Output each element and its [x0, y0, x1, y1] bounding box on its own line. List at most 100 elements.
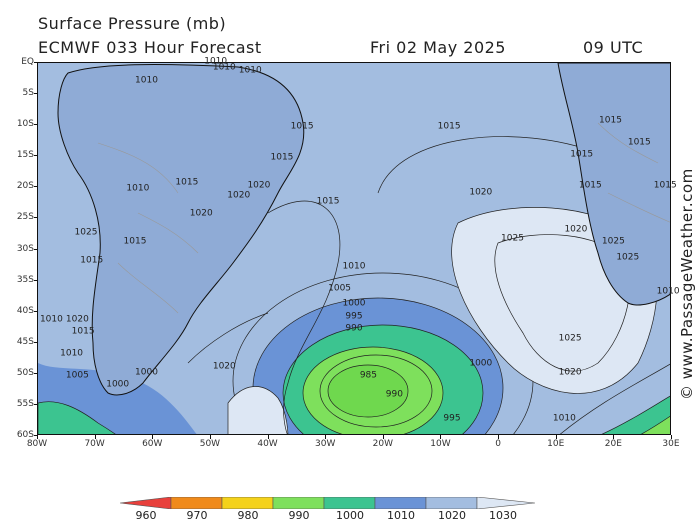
latitude-label: 45S	[16, 336, 34, 347]
isobar-label: 1010	[212, 62, 236, 73]
isobar-label: 990	[385, 389, 403, 400]
latitude-tick	[34, 186, 38, 188]
isobar-label: 1015	[270, 152, 294, 163]
isobar-label: 1005	[328, 283, 352, 294]
colorbar-segment	[221, 497, 274, 509]
colorbar-segment	[272, 497, 325, 509]
longitude-label: 30W	[314, 439, 336, 449]
isobar-label: 1010	[238, 65, 262, 76]
isobar-label: 1015	[290, 121, 314, 132]
isobar-label: 1015	[599, 115, 622, 126]
south-america-landmass	[57, 64, 305, 396]
latitude-label: 25S	[16, 212, 34, 223]
longitude-label: 10E	[547, 439, 565, 449]
isobar-label: 1010	[39, 314, 63, 325]
isobar-label: 1020	[189, 208, 213, 219]
latitude-label: 20S	[16, 181, 34, 192]
longitude-tick	[94, 435, 96, 439]
isobar-label: 990	[345, 323, 363, 334]
longitude-label: 0	[495, 439, 501, 449]
map-title: Surface Pressure (mb)	[38, 14, 227, 33]
isobar-label: 1010	[126, 183, 150, 194]
isobar-label: 1015	[316, 196, 340, 207]
colorbar-segment	[170, 497, 223, 509]
colorbar-segment	[323, 497, 376, 509]
latitude-label: EQ	[21, 57, 34, 67]
isobar-label: 1020	[65, 314, 89, 325]
colorbar-segment	[120, 497, 172, 509]
southeast-low	[601, 395, 670, 434]
longitude-label: 40W	[257, 439, 278, 449]
latitude-tick	[34, 279, 38, 281]
isobar-label: 995	[345, 311, 363, 322]
latitude-label: 15S	[16, 150, 34, 161]
isobar-label: 995	[443, 413, 461, 424]
latitude-label: 30S	[16, 243, 34, 254]
colorbar-label: 960	[135, 509, 157, 522]
longitude-label: 20E	[604, 439, 622, 449]
latitude-label: 5S	[22, 88, 34, 99]
isobar-label: 1000	[342, 298, 366, 309]
longitude-tick	[209, 435, 211, 439]
longitude-tick	[671, 435, 672, 439]
pressure-colorbar	[120, 497, 536, 509]
latitude-tick	[34, 124, 38, 126]
longitude-tick	[555, 435, 557, 439]
africa-landmass	[557, 63, 670, 306]
isobar-label: 1020	[227, 190, 251, 201]
colorbar-label: 1030	[489, 509, 517, 522]
longitude-tick	[325, 435, 327, 439]
latitude-tick	[34, 217, 38, 219]
isobar-label: 1020	[558, 367, 582, 378]
isobar-label: 1010	[204, 56, 228, 67]
latitude-tick	[34, 248, 38, 250]
isobar-label: 1015	[175, 177, 199, 188]
isobar-label: 1020	[564, 224, 588, 235]
longitude-tick	[267, 435, 269, 439]
forecast-model: ECMWF 033 Hour Forecast	[38, 38, 262, 57]
latitude-label: 40S	[16, 305, 34, 316]
colorbar-label: 990	[288, 509, 310, 522]
isobar-label: 1015	[123, 236, 147, 247]
latitude-tick	[34, 435, 38, 436]
colorbar-label: 1000	[336, 509, 364, 522]
cape-horn-low	[38, 401, 116, 434]
colorbar-label: 1020	[438, 509, 466, 522]
isobar-label: 1025	[616, 252, 640, 263]
longitude-label: 10W	[430, 439, 451, 449]
isobar-label: 1020	[212, 361, 236, 372]
isobar-label: 1015	[578, 180, 602, 191]
isobar-label: 1015	[71, 326, 95, 337]
forecast-time: 09 UTC	[583, 38, 644, 57]
latitude-tick	[34, 310, 38, 312]
isobar-label: 1005	[65, 370, 89, 381]
isobar-label: 1015	[653, 180, 677, 191]
longitude-label: 30E	[662, 439, 680, 449]
isobar-label: 1010	[342, 261, 366, 272]
isobar-label: 1010	[60, 348, 84, 359]
latitude-tick	[34, 155, 38, 157]
isobar-label: 1015	[437, 121, 461, 132]
isobar-label: 1025	[501, 233, 524, 244]
latitude-tick	[34, 341, 38, 343]
isobar-label: 1000	[469, 358, 493, 368]
isobar-label: 1010	[552, 413, 576, 424]
longitude-label: 20W	[372, 439, 393, 449]
isobar-label: 1000	[135, 367, 158, 378]
isobar-label: 1015	[80, 255, 104, 266]
isobar-label: 1015	[570, 149, 594, 160]
latitude-label: 60S	[16, 430, 34, 440]
map-canvas	[38, 63, 670, 434]
latitude-label: 50S	[16, 367, 34, 378]
longitude-tick	[440, 435, 442, 439]
colorbar-label: 970	[186, 509, 208, 522]
colorbar-segment	[476, 497, 536, 509]
colorbar-segment	[374, 497, 427, 509]
latitude-label: 35S	[16, 274, 34, 285]
longitude-tick	[152, 435, 154, 439]
isobar-label: 1015	[627, 137, 651, 148]
low-center-985	[327, 364, 409, 418]
isobar-label: 1025	[74, 227, 98, 238]
latitude-tick	[34, 62, 38, 63]
latitude-label: 55S	[16, 398, 34, 409]
